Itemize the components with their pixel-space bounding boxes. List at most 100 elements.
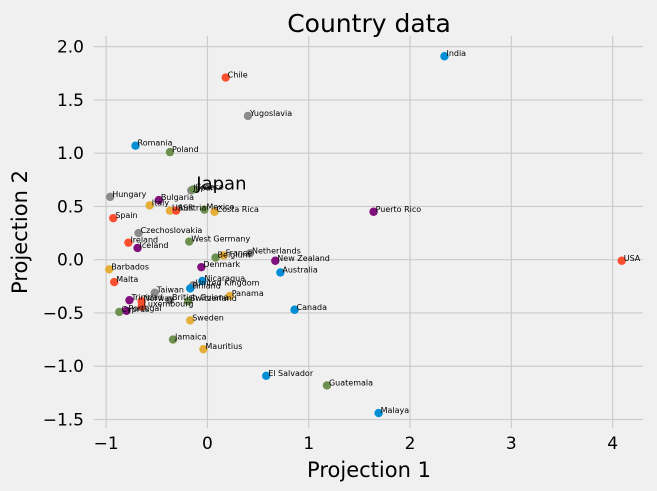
point-label: Taiwan xyxy=(156,286,184,295)
point-label: Belgium xyxy=(218,251,251,260)
data-point xyxy=(617,256,626,265)
point-label: Puerto Rico xyxy=(376,205,422,214)
data-point xyxy=(110,277,119,287)
data-point xyxy=(171,206,181,215)
plot-area xyxy=(94,36,643,428)
x-tick-labels: −1 0 1 2 3 4 xyxy=(94,434,618,454)
data-point xyxy=(290,305,299,314)
point-label: Cyprus xyxy=(121,305,149,314)
data-points xyxy=(104,52,626,418)
data-point xyxy=(276,268,285,277)
data-point xyxy=(200,205,209,214)
point-label: Poland xyxy=(172,145,199,154)
point-label: Australia xyxy=(282,265,317,274)
data-point xyxy=(219,251,228,260)
y-tick-label: 0.5 xyxy=(57,197,84,217)
data-point xyxy=(115,307,124,317)
data-point xyxy=(104,265,114,274)
x-tick-label: 1 xyxy=(303,434,314,454)
point-label: Iceland xyxy=(140,241,169,250)
point-label: USA xyxy=(624,254,641,263)
data-point xyxy=(221,73,230,82)
data-point xyxy=(243,111,253,121)
point-label: Bulgaria xyxy=(161,193,194,202)
data-point xyxy=(109,213,118,223)
point-label: New Zealand xyxy=(277,254,330,263)
point-label: Barbados xyxy=(111,262,149,271)
y-tick-labels: −1.5 −1.0 −0.5 0.0 0.5 1.0 1.5 2.0 xyxy=(43,38,84,431)
point-label: West Germany xyxy=(191,235,250,244)
y-tick-label: 0.0 xyxy=(57,251,84,271)
data-point xyxy=(198,276,207,286)
point-label: Switzerland xyxy=(190,294,237,303)
data-point xyxy=(165,147,175,157)
point-label: Japan xyxy=(192,183,215,192)
point-label: France xyxy=(226,248,253,257)
gridlines xyxy=(94,36,643,428)
point-label: Ireland xyxy=(130,236,158,245)
data-point xyxy=(199,344,208,354)
y-tick-label: −1.0 xyxy=(43,357,84,377)
data-point xyxy=(122,306,131,316)
data-point xyxy=(186,316,195,325)
data-point xyxy=(106,192,115,202)
y-tick-label: 1.5 xyxy=(57,91,84,111)
y-axis-label: Projection 2 xyxy=(8,170,32,294)
data-point xyxy=(211,253,220,262)
point-label: Nicaragua xyxy=(204,274,245,283)
point-label: Spain xyxy=(115,211,137,220)
data-point xyxy=(185,237,194,246)
point-label: Austria xyxy=(178,204,206,213)
data-point xyxy=(150,288,159,297)
point-label: United Kingdom xyxy=(195,278,259,287)
data-point xyxy=(271,256,280,265)
point-label: British Guiana xyxy=(172,293,229,302)
x-tick-label: 2 xyxy=(405,434,416,454)
data-point xyxy=(261,371,271,381)
japan-annotation: Japan xyxy=(195,173,246,194)
point-label: Sweden xyxy=(192,313,224,322)
data-point xyxy=(154,195,164,205)
data-point xyxy=(322,381,332,390)
x-tick-label: −1 xyxy=(94,434,119,454)
y-tick-label: −1.5 xyxy=(43,410,84,430)
data-point xyxy=(133,243,142,253)
data-point xyxy=(134,228,143,238)
data-point xyxy=(145,201,154,210)
data-point xyxy=(184,297,193,306)
x-tick-label: 3 xyxy=(506,434,517,454)
data-point xyxy=(245,249,255,258)
point-label: Mauritius xyxy=(205,342,242,351)
point-label: Guatemala xyxy=(329,378,373,387)
point-label: Czechoslovakia xyxy=(141,226,203,235)
data-point xyxy=(210,207,219,216)
point-label: Costa Rica xyxy=(217,205,259,214)
point-label: Romania xyxy=(138,139,173,148)
data-point xyxy=(197,262,206,272)
point-label: El Salvador xyxy=(268,369,314,378)
point-label: Panama xyxy=(232,289,264,298)
data-point xyxy=(225,291,234,301)
point-label: Hungary xyxy=(112,190,146,199)
data-point xyxy=(374,408,383,418)
point-label: Denmark xyxy=(203,260,240,269)
point-label: India xyxy=(446,49,466,58)
point-label: USSR xyxy=(172,204,194,213)
point-label: Portugal xyxy=(128,304,161,313)
point-label: Italy xyxy=(152,198,170,207)
x-axis-label: Projection 1 xyxy=(307,458,431,482)
point-label: Malta xyxy=(116,275,138,284)
data-point xyxy=(124,238,133,247)
point-label: Greece xyxy=(195,182,224,191)
point-label: Chile xyxy=(228,71,248,80)
point-label: Canada xyxy=(297,303,328,312)
point-label: Mexico xyxy=(206,203,234,212)
data-point xyxy=(186,284,195,293)
point-label: Netherlands xyxy=(252,246,301,255)
x-tick-label: 0 xyxy=(202,434,213,454)
point-label: Norway xyxy=(144,294,175,303)
point-label: Malaya xyxy=(381,406,410,415)
data-point xyxy=(131,141,140,150)
